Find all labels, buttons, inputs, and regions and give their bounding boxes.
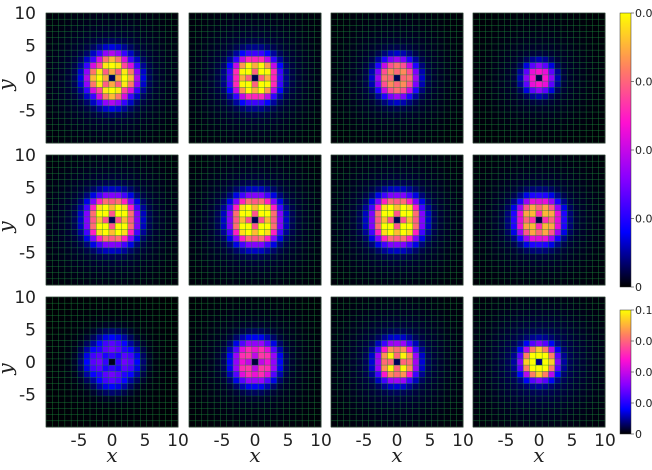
colorbar-tick-label: 0 — [635, 281, 642, 294]
heatmap-panel — [188, 154, 322, 286]
x-tick-label: -5 — [214, 431, 231, 451]
x-tick-label: -5 — [71, 431, 88, 451]
y-axis-label: y — [0, 221, 17, 234]
colorbar-tick-label: 0.12 — [635, 304, 652, 317]
colorbar-tick-label: 0.08 — [635, 7, 652, 20]
x-tick-label: 10 — [310, 431, 332, 451]
heatmap-panel — [45, 154, 179, 286]
colorbar: 0.12 0.09 0.06 0.03 0 — [619, 304, 652, 441]
colorbar-tick-label: 0.04 — [635, 144, 652, 157]
x-tick-label: 10 — [452, 431, 474, 451]
x-tick-label: 0 — [250, 431, 261, 451]
heatmap-panel — [45, 12, 179, 144]
heatmap-panel — [472, 12, 606, 144]
y-axis-label: y — [0, 79, 17, 92]
x-tick-label: -5 — [356, 431, 373, 451]
colorbar: 0.08 0.06 0.04 0.02 0 — [619, 7, 652, 294]
y-axis-label: y — [0, 363, 17, 376]
y-tick-label: 10 — [14, 288, 36, 308]
x-tick-label: 0 — [534, 431, 545, 451]
colorbar-tick-label: 0.02 — [635, 213, 652, 226]
y-tick-label: -5 — [19, 244, 36, 264]
x-tick-label: 10 — [594, 431, 616, 451]
y-tick-label: -5 — [19, 386, 36, 406]
panel-grid — [45, 12, 179, 144]
colorbar-tick-label: 0.06 — [635, 76, 652, 89]
colorbar-tick-label: 0.09 — [635, 335, 652, 348]
y-tick-label: 5 — [25, 321, 36, 341]
y-tick-label: 10 — [14, 146, 36, 166]
x-tick-label: 5 — [283, 431, 294, 451]
x-axis-label: x — [391, 443, 402, 467]
colorbar-tick-label: 0.06 — [635, 366, 652, 379]
x-axis-label: x — [249, 443, 260, 467]
heatmap-panel — [188, 296, 322, 428]
y-tick-label: 0 — [25, 69, 36, 89]
axes: 1050-5y1050-5y1050-5y-50510x-50510x-5051… — [0, 4, 616, 467]
heatmap-panel — [330, 296, 464, 428]
heatmap-panel — [472, 296, 606, 428]
heatmap-panel — [472, 154, 606, 286]
heatmap-panel — [330, 12, 464, 144]
heatmap-panel — [45, 296, 179, 428]
heatmap-panels — [45, 12, 606, 428]
heatmap-panel — [188, 12, 322, 144]
y-tick-label: 5 — [25, 37, 36, 57]
y-tick-label: -5 — [19, 102, 36, 122]
x-tick-label: 5 — [425, 431, 436, 451]
colorbar-tick-label: 0.03 — [635, 397, 652, 410]
x-tick-label: 0 — [107, 431, 118, 451]
colorbar-tick-label: 0 — [635, 428, 642, 441]
y-tick-label: 0 — [25, 211, 36, 231]
panel-grid — [472, 296, 606, 428]
x-tick-label: 5 — [567, 431, 578, 451]
x-tick-label: -5 — [498, 431, 515, 451]
x-axis-label: x — [106, 443, 117, 467]
x-tick-label: 0 — [392, 431, 403, 451]
heatmap-panel — [330, 154, 464, 286]
y-tick-label: 5 — [25, 179, 36, 199]
colorbars: 0.08 0.06 0.04 0.02 0 0.12 0.09 0.06 0.03 0 — [619, 7, 652, 441]
x-tick-label: 5 — [140, 431, 151, 451]
x-tick-label: 10 — [167, 431, 189, 451]
x-axis-label: x — [533, 443, 544, 467]
y-tick-label: 0 — [25, 353, 36, 373]
y-tick-label: 10 — [14, 4, 36, 24]
